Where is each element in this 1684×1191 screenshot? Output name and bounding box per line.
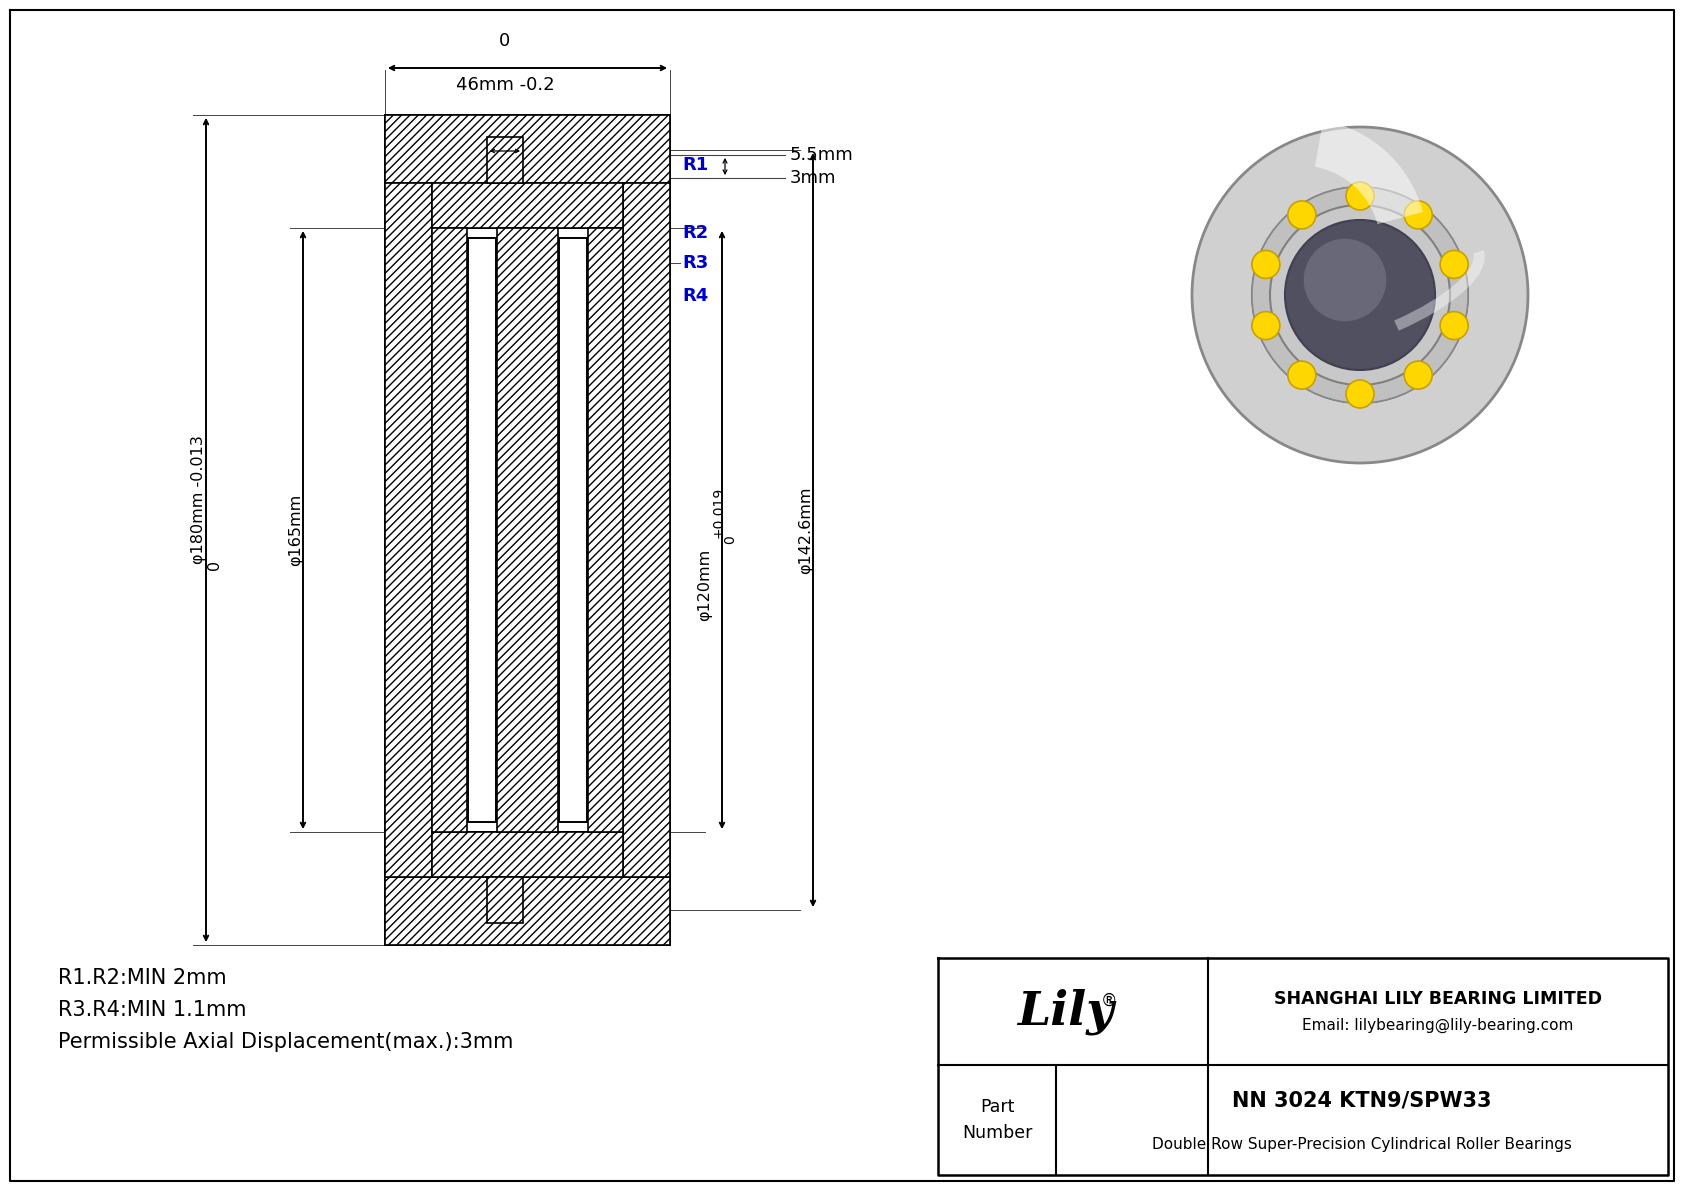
Text: ®: ®: [1101, 991, 1118, 1010]
Text: 0: 0: [207, 560, 222, 570]
Text: 3mm: 3mm: [790, 169, 837, 187]
Text: R3.R4:MIN 1.1mm: R3.R4:MIN 1.1mm: [57, 1000, 246, 1019]
Text: Part
Number: Part Number: [962, 1098, 1032, 1142]
Circle shape: [1251, 312, 1280, 339]
Text: R1: R1: [682, 156, 709, 174]
Text: R3: R3: [682, 254, 709, 272]
Text: 0: 0: [500, 32, 510, 50]
Text: φ142.6mm: φ142.6mm: [798, 486, 813, 574]
Text: R4: R4: [682, 287, 709, 305]
Circle shape: [1346, 182, 1374, 210]
Text: φ165mm: φ165mm: [288, 494, 303, 566]
Polygon shape: [559, 238, 588, 822]
Text: Permissible Axial Displacement(max.):3mm: Permissible Axial Displacement(max.):3mm: [57, 1031, 514, 1052]
Text: Email: lilybearing@lily-bearing.com: Email: lilybearing@lily-bearing.com: [1302, 1018, 1573, 1033]
Text: R2: R2: [682, 224, 709, 242]
Circle shape: [1251, 250, 1280, 279]
Circle shape: [1285, 220, 1435, 370]
Text: SHANGHAI LILY BEARING LIMITED: SHANGHAI LILY BEARING LIMITED: [1275, 990, 1601, 1008]
Text: 0: 0: [722, 536, 738, 544]
Polygon shape: [386, 116, 670, 183]
Circle shape: [1404, 201, 1431, 229]
Text: +0.019: +0.019: [711, 486, 726, 537]
Circle shape: [1251, 187, 1468, 403]
Polygon shape: [487, 877, 524, 923]
Circle shape: [1270, 205, 1450, 385]
Polygon shape: [487, 137, 524, 183]
Polygon shape: [588, 227, 623, 833]
Polygon shape: [433, 833, 623, 877]
Circle shape: [1251, 187, 1468, 403]
Circle shape: [1288, 201, 1315, 229]
Circle shape: [1346, 380, 1374, 409]
Text: φ180mm -0.013: φ180mm -0.013: [190, 436, 205, 565]
Polygon shape: [386, 183, 433, 877]
Wedge shape: [1315, 120, 1423, 224]
Text: NN 3024 KTN9/SPW33: NN 3024 KTN9/SPW33: [1233, 1090, 1492, 1110]
Circle shape: [1288, 361, 1315, 389]
Text: φ120mm: φ120mm: [697, 549, 712, 622]
Polygon shape: [497, 227, 557, 833]
Polygon shape: [623, 183, 670, 877]
Circle shape: [1404, 361, 1431, 389]
Circle shape: [1440, 312, 1468, 339]
Circle shape: [1303, 238, 1386, 322]
Circle shape: [1440, 250, 1468, 279]
Text: 5.5mm: 5.5mm: [790, 146, 854, 164]
Text: Lily: Lily: [1017, 989, 1113, 1035]
Circle shape: [1192, 127, 1527, 463]
Polygon shape: [433, 227, 466, 833]
Polygon shape: [386, 877, 670, 944]
Polygon shape: [468, 238, 497, 822]
Text: Double Row Super-Precision Cylindrical Roller Bearings: Double Row Super-Precision Cylindrical R…: [1152, 1136, 1571, 1152]
Text: R1.R2:MIN 2mm: R1.R2:MIN 2mm: [57, 968, 227, 989]
Polygon shape: [433, 183, 623, 227]
Text: 46mm -0.2: 46mm -0.2: [456, 76, 554, 94]
